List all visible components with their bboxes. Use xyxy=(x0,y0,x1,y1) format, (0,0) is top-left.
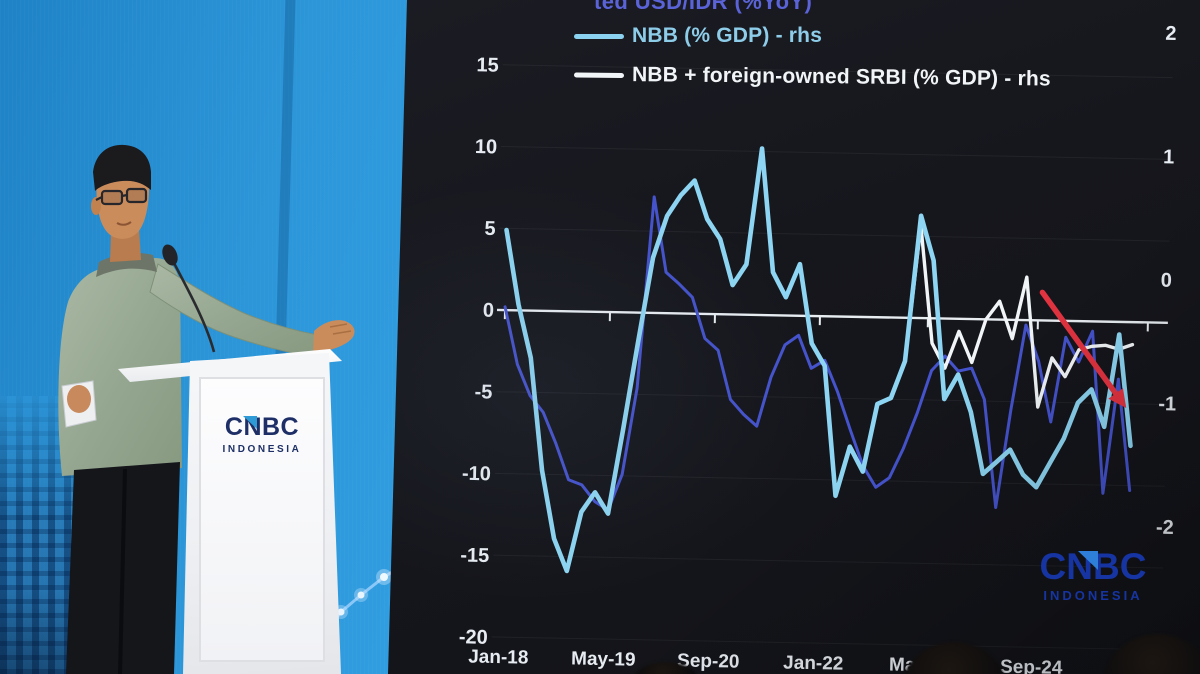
trouser-crease xyxy=(118,468,127,674)
svg-text:-20: -20 xyxy=(459,626,488,649)
svg-text:5: 5 xyxy=(484,218,496,240)
svg-text:0: 0 xyxy=(1160,270,1172,292)
podium-logo-wordmark: CNBC xyxy=(207,415,317,440)
presenter-left-hand xyxy=(67,385,91,413)
chart-legend: NBB (% GDP) - rhs NBB + foreign-owned SR… xyxy=(573,24,1051,106)
audience-head-silhouette xyxy=(634,662,698,674)
svg-text:May-19: May-19 xyxy=(571,648,636,670)
podium-front-panel xyxy=(199,377,325,662)
series-right xyxy=(504,146,1133,574)
svg-text:1: 1 xyxy=(1163,146,1175,168)
presenter-right-hand xyxy=(313,320,355,355)
podium-logo-subtext: INDONESIA xyxy=(222,444,302,455)
svg-text:-5: -5 xyxy=(474,381,492,403)
legend-swatch-cyan xyxy=(574,33,624,39)
hand-finger-lines xyxy=(329,323,352,335)
presenter-ear xyxy=(91,197,101,215)
svg-text:-1: -1 xyxy=(1158,393,1176,415)
svg-text:-15: -15 xyxy=(460,545,489,568)
svg-text:15: 15 xyxy=(476,54,499,76)
svg-text:Sep-24: Sep-24 xyxy=(1000,657,1063,674)
legend-label: NBB (% GDP) - rhs xyxy=(632,24,823,47)
trend-arrow-annotation xyxy=(1039,289,1127,409)
x-axis xyxy=(496,308,1168,332)
podium: CNBC INDONESIA xyxy=(183,353,341,674)
svg-text:-2: -2 xyxy=(1156,517,1174,539)
legend-item-nbb: NBB (% GDP) - rhs xyxy=(574,24,1051,48)
watermark-wordmark: CNBC xyxy=(1026,548,1160,585)
presentation-screen: 151050-5-10-15-20210-1-2-3Jan-18May-19Se… xyxy=(388,0,1200,674)
watermark-subtext: INDONESIA xyxy=(1043,588,1143,603)
screen-glare xyxy=(388,0,1200,674)
svg-text:Sep-20: Sep-20 xyxy=(677,650,740,672)
left-axis-labels: 15 10 5 0 -5 -10 -15 -20 xyxy=(459,54,499,649)
chart-plot: 151050-5-10-15-20210-1-2-3Jan-18May-19Se… xyxy=(459,23,1177,674)
podium-logo-text: CNBC xyxy=(224,413,300,441)
svg-text:2: 2 xyxy=(1165,23,1177,45)
chart-title-fragment: ted USD/IDR (%YoY) xyxy=(594,0,813,14)
svg-text:Jan-18: Jan-18 xyxy=(468,646,529,668)
presenter-hair xyxy=(93,144,151,191)
cnbc-indonesia-watermark: CNBC INDONESIA xyxy=(1026,548,1160,603)
svg-text:0: 0 xyxy=(483,300,495,322)
glasses-icon xyxy=(95,187,148,206)
svg-text:10: 10 xyxy=(475,136,498,158)
podium-cnbc-logo: CNBC INDONESIA xyxy=(207,415,317,456)
svg-text:Jan-22: Jan-22 xyxy=(783,653,844,674)
svg-text:-10: -10 xyxy=(462,463,491,486)
gridlines xyxy=(491,64,1173,651)
presenter-mouth xyxy=(116,221,132,226)
